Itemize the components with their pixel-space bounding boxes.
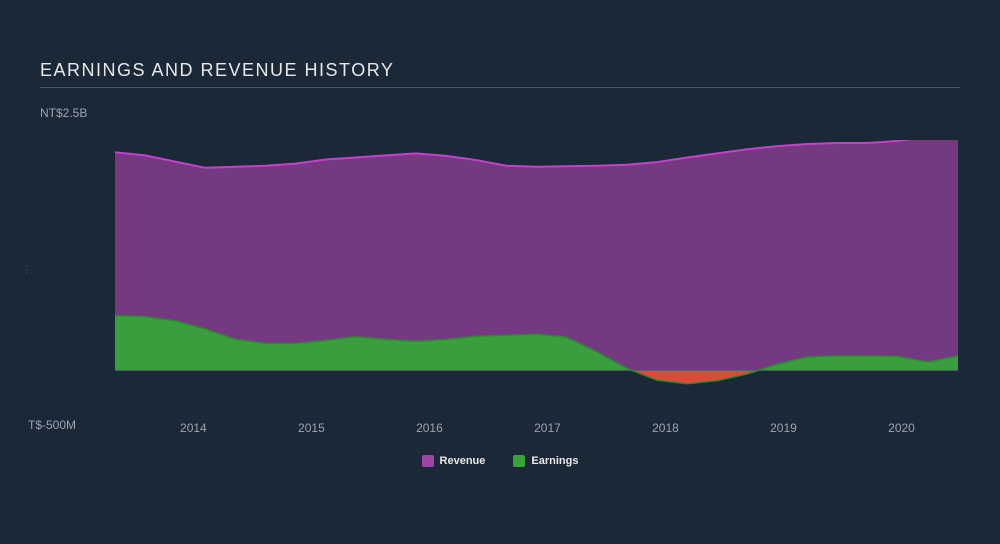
legend-swatch	[513, 455, 525, 467]
x-axis-label: 2020	[888, 421, 915, 435]
area-chart-svg	[115, 140, 958, 410]
x-axis-label: 2015	[298, 421, 325, 435]
x-axis-label: 2017	[534, 421, 561, 435]
chart-title: EARNINGS AND REVENUE HISTORY	[40, 60, 960, 88]
legend-swatch	[422, 455, 434, 467]
legend-label: Revenue	[440, 455, 486, 467]
legend: Revenue Earnings	[0, 454, 1000, 472]
legend-label: Earnings	[531, 455, 578, 467]
y-axis-dots: ···	[25, 265, 28, 274]
x-axis-label: 2019	[770, 421, 797, 435]
plot-area	[115, 140, 958, 410]
x-axis-labels: 2014 2015 2016 2017 2018 2019 2020	[115, 421, 958, 441]
chart-container: EARNINGS AND REVENUE HISTORY	[40, 60, 960, 88]
y-axis-bottom-label: T$-500M	[28, 418, 76, 432]
y-axis-top-label: NT$2.5B	[40, 106, 87, 120]
legend-item: Revenue	[422, 455, 486, 467]
x-axis-label: 2016	[416, 421, 443, 435]
x-axis-label: 2014	[180, 421, 207, 435]
legend-item: Earnings	[513, 455, 578, 467]
x-axis-label: 2018	[652, 421, 679, 435]
